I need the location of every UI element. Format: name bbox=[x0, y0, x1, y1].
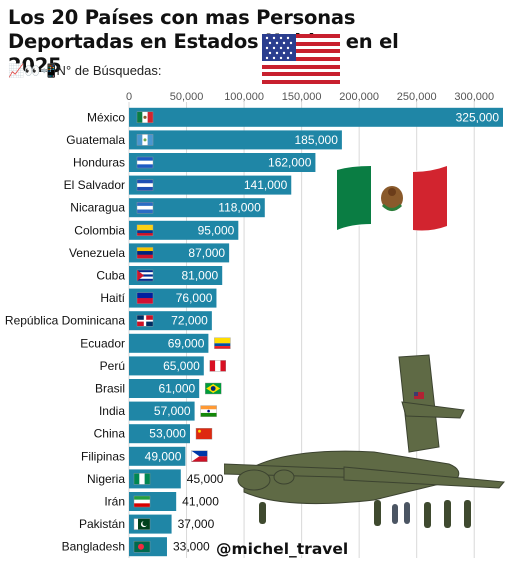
category-label: Irán bbox=[104, 495, 125, 509]
category-label: Nigeria bbox=[87, 472, 125, 486]
value-label: 141,000 bbox=[244, 178, 288, 192]
value-label: 185,000 bbox=[295, 133, 339, 147]
category-label: México bbox=[87, 110, 125, 124]
category-label: El Salvador bbox=[64, 178, 125, 192]
value-label: 69,000 bbox=[168, 336, 205, 350]
category-label: Haití bbox=[100, 291, 125, 305]
flag-ec-icon bbox=[214, 337, 231, 349]
flag-ht-icon bbox=[136, 292, 154, 304]
bar bbox=[129, 107, 503, 127]
bar bbox=[129, 130, 342, 150]
flag-mx-icon bbox=[136, 111, 154, 124]
bar bbox=[129, 446, 186, 466]
flag-bd-icon bbox=[133, 541, 151, 553]
flag-ni-icon bbox=[136, 201, 154, 214]
x-tick-label: 250,000 bbox=[397, 91, 437, 103]
watermark: @michel_travel bbox=[216, 540, 349, 558]
flag-br-icon bbox=[204, 382, 222, 395]
mexico-flag-icon bbox=[337, 165, 447, 231]
value-label: 49,000 bbox=[145, 449, 182, 463]
value-label: 95,000 bbox=[198, 223, 235, 237]
country-flags bbox=[133, 111, 231, 553]
category-label: India bbox=[99, 404, 125, 418]
category-label: Brasil bbox=[95, 382, 125, 396]
bars bbox=[129, 107, 503, 557]
flag-do-icon bbox=[136, 315, 154, 327]
flag-in-icon bbox=[200, 405, 217, 417]
value-label: 33,000 bbox=[173, 540, 210, 554]
flag-co-icon bbox=[136, 224, 154, 237]
flag-ir-icon bbox=[133, 495, 151, 508]
category-label: República Dominicana bbox=[5, 314, 125, 328]
bar bbox=[129, 379, 200, 398]
category-label: Perú bbox=[100, 359, 125, 373]
bar bbox=[129, 424, 190, 444]
value-label: 162,000 bbox=[268, 156, 312, 170]
bar bbox=[129, 243, 230, 263]
value-label: 41,000 bbox=[182, 495, 219, 509]
category-label: Pakistán bbox=[79, 517, 125, 531]
category-label: China bbox=[94, 427, 126, 441]
x-axis-ticks: 0 50,000 100,000 150,000 200,000 250,000 300,0… bbox=[126, 91, 494, 103]
category-label: Honduras bbox=[73, 156, 125, 170]
bar bbox=[129, 220, 239, 240]
category-label: Guatemala bbox=[66, 133, 125, 147]
bar bbox=[129, 198, 265, 218]
bar bbox=[129, 356, 204, 376]
bar bbox=[129, 153, 316, 172]
flag-ph-icon bbox=[191, 450, 208, 462]
value-label: 325,000 bbox=[456, 110, 500, 124]
category-label: Bangladesh bbox=[62, 540, 125, 554]
flag-cn-icon bbox=[195, 428, 213, 440]
category-label: Nicaragua bbox=[70, 201, 125, 215]
x-tick-label: 300,000 bbox=[454, 91, 494, 103]
us-flag-icon bbox=[262, 34, 340, 84]
flag-ng-icon bbox=[133, 473, 151, 485]
category-label: Filipinas bbox=[81, 449, 125, 463]
x-tick-label: 200,000 bbox=[339, 91, 379, 103]
value-label: 61,000 bbox=[158, 382, 195, 396]
x-tick-label: 100,000 bbox=[224, 91, 264, 103]
value-label: 118,000 bbox=[218, 201, 261, 215]
chart-subtitle: 📈👀📲N° de Búsquedas: bbox=[8, 63, 162, 78]
bar bbox=[129, 401, 195, 421]
value-label: 76,000 bbox=[176, 291, 213, 305]
x-tick-label: 150,000 bbox=[282, 91, 322, 103]
flag-pk-icon bbox=[133, 518, 151, 530]
value-label: 57,000 bbox=[154, 404, 191, 418]
value-label: 37,000 bbox=[178, 517, 215, 531]
flag-sv-icon bbox=[136, 179, 154, 191]
x-tick-label: 0 bbox=[126, 91, 132, 103]
value-label: 53,000 bbox=[149, 427, 186, 441]
flag-pe-icon bbox=[209, 360, 227, 372]
cargo-plane-image bbox=[224, 354, 505, 528]
flag-gt-icon bbox=[136, 134, 154, 146]
category-label: Cuba bbox=[96, 269, 125, 283]
bar bbox=[129, 175, 292, 195]
value-label: 87,000 bbox=[188, 246, 225, 260]
value-labels: 325,000 185,000 162,000 141,000 118,000 95,00… bbox=[145, 110, 500, 553]
value-label: 81,000 bbox=[182, 269, 219, 283]
category-label: Venezuela bbox=[69, 246, 125, 260]
category-label: Colombia bbox=[74, 223, 125, 237]
bar bbox=[129, 333, 209, 353]
value-label: 65,000 bbox=[163, 359, 200, 373]
flag-ve-icon bbox=[136, 247, 154, 259]
x-tick-label: 50,000 bbox=[170, 91, 204, 103]
flag-cu-icon bbox=[136, 269, 154, 282]
value-label: 72,000 bbox=[171, 314, 208, 328]
value-label: 45,000 bbox=[187, 472, 224, 486]
category-label: Ecuador bbox=[80, 336, 125, 350]
category-labels: México Guatemala Honduras El Salvador Nicara… bbox=[5, 110, 126, 553]
flag-hn-icon bbox=[136, 156, 154, 169]
